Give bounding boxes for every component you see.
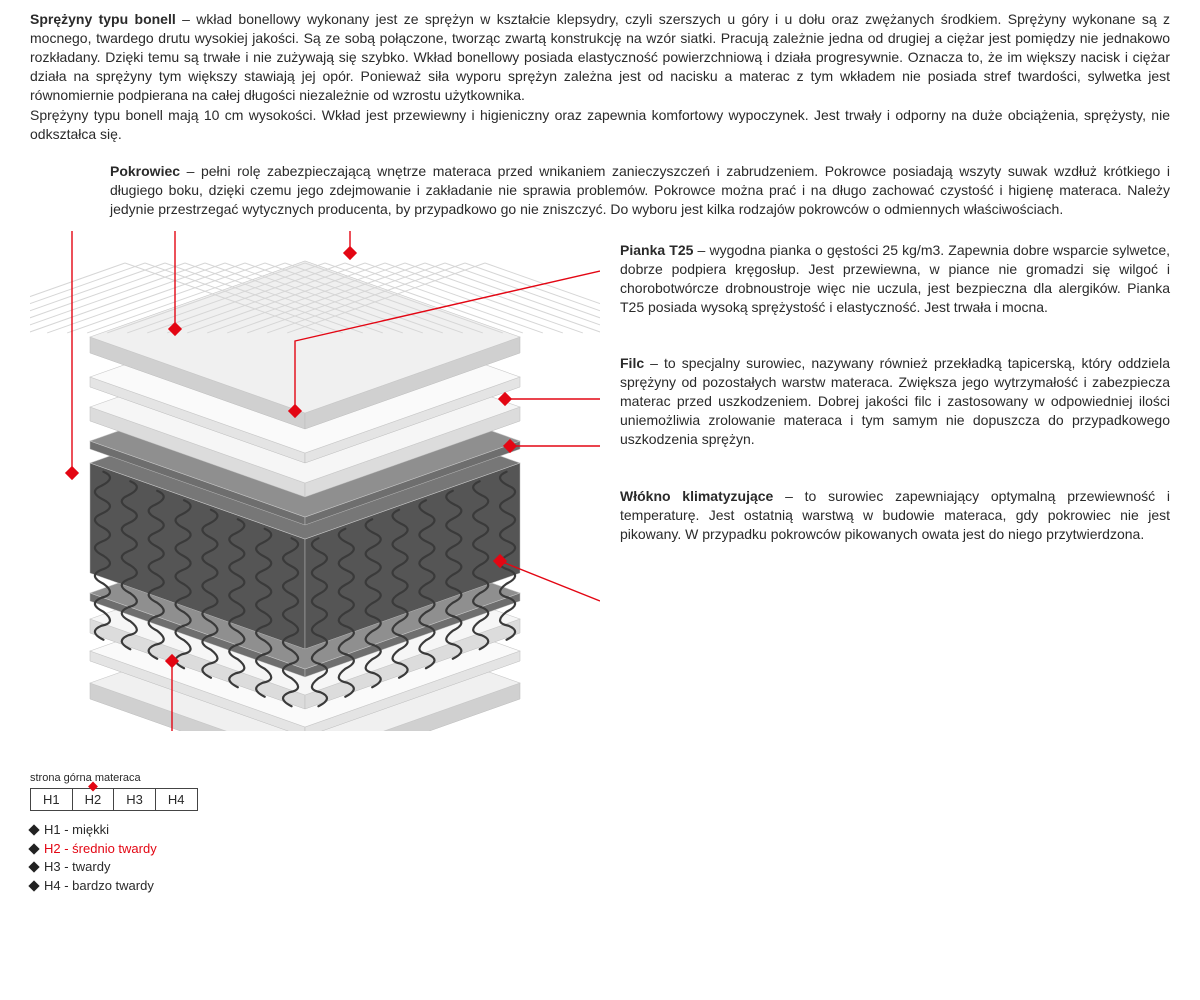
desc-filc: Filc – to specjalny surowiec, nazywany r… bbox=[620, 354, 1170, 448]
legend-item-label: H4 - bardzo twardy bbox=[44, 877, 154, 895]
legend-item-label: H1 - miękki bbox=[44, 821, 109, 839]
desc-filc-body: – to specjalny surowiec, nazywany równie… bbox=[620, 355, 1170, 447]
legend-cell: H1 bbox=[31, 788, 73, 811]
desc-pianka: Pianka T25 – wygodna pianka o gęstości 2… bbox=[620, 241, 1170, 317]
mattress-diagram bbox=[30, 231, 600, 731]
legend-cell: H2 bbox=[72, 788, 114, 811]
intro-paragraph-1: Sprężyny typu bonell – wkład bonellowy w… bbox=[30, 10, 1170, 104]
pokrowiec-lead: Pokrowiec bbox=[110, 163, 180, 179]
legend-item-label: H3 - twardy bbox=[44, 858, 110, 876]
desc-wlokno: Włókno klimatyzujące – to surowiec zapew… bbox=[620, 487, 1170, 544]
intro-paragraph-2: Sprężyny typu bonell mają 10 cm wysokośc… bbox=[30, 106, 1170, 144]
layer-descriptions: Pianka T25 – wygodna pianka o gęstości 2… bbox=[600, 231, 1170, 582]
diagram-row: Pianka T25 – wygodna pianka o gęstości 2… bbox=[30, 231, 1170, 731]
diamond-bullet-icon bbox=[28, 880, 39, 891]
legend-item: H4 - bardzo twardy bbox=[30, 877, 1170, 895]
legend-item: H3 - twardy bbox=[30, 858, 1170, 876]
legend-cell: H3 bbox=[114, 788, 156, 811]
legend-list: H1 - miękkiH2 - średnio twardyH3 - tward… bbox=[30, 821, 1170, 894]
pokrowiec-paragraph: Pokrowiec – pełni rolę zabezpieczającą w… bbox=[110, 162, 1170, 219]
legend-cell: H4 bbox=[155, 788, 197, 811]
intro-body-1: – wkład bonellowy wykonany jest ze spręż… bbox=[30, 11, 1170, 103]
legend-item: H1 - miękki bbox=[30, 821, 1170, 839]
diamond-bullet-icon bbox=[28, 843, 39, 854]
desc-pianka-lead: Pianka T25 bbox=[620, 242, 693, 258]
diamond-bullet-icon bbox=[28, 824, 39, 835]
hardness-legend: strona górna materaca H1H2H3H4 H1 - mięk… bbox=[30, 771, 1170, 895]
mattress-layers-svg bbox=[30, 231, 600, 731]
legend-title: strona górna materaca bbox=[30, 771, 1170, 786]
legend-item-label: H2 - średnio twardy bbox=[44, 840, 157, 858]
desc-wlokno-lead: Włókno klimatyzujące bbox=[620, 488, 773, 504]
pokrowiec-body: – pełni rolę zabezpieczającą wnętrze mat… bbox=[110, 163, 1170, 217]
legend-hardness-table: H1H2H3H4 bbox=[30, 788, 198, 812]
legend-item: H2 - średnio twardy bbox=[30, 840, 1170, 858]
intro-lead: Sprężyny typu bonell bbox=[30, 11, 176, 27]
desc-pianka-body: – wygodna pianka o gęstości 25 kg/m3. Za… bbox=[620, 242, 1170, 315]
desc-filc-lead: Filc bbox=[620, 355, 644, 371]
diamond-bullet-icon bbox=[28, 861, 39, 872]
